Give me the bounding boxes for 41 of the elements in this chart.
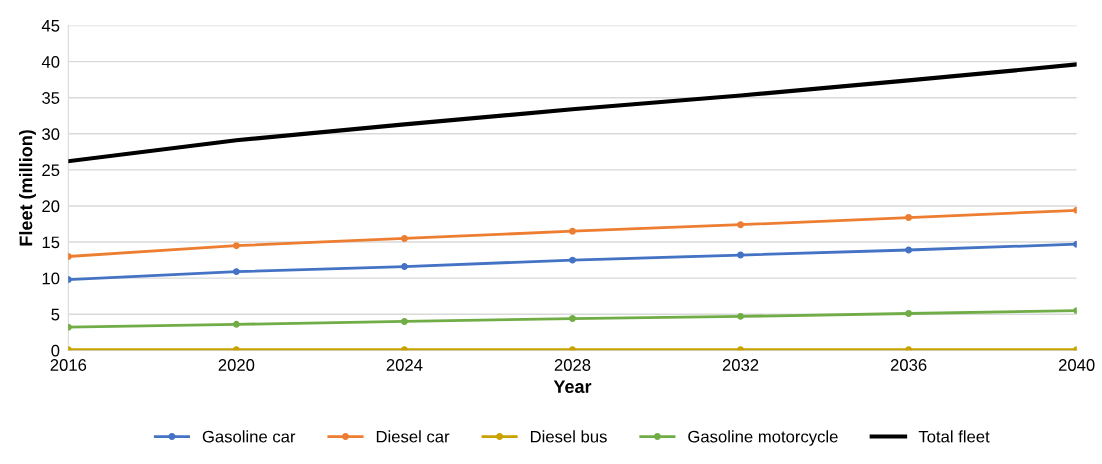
point: [400, 263, 408, 271]
legend-label: Gasoline car: [202, 430, 296, 443]
y-tick-label: 30: [42, 128, 60, 140]
point: [905, 246, 913, 254]
point: [232, 268, 240, 276]
legend-label: Diesel bus: [530, 430, 607, 443]
x-tick-label: 2020: [218, 359, 255, 371]
y-tick-label: 35: [42, 92, 60, 104]
legend-label: Diesel car: [376, 430, 450, 443]
y-tick-label: 15: [42, 236, 60, 249]
point: [400, 234, 408, 242]
x-tick-label: 2028: [554, 359, 591, 371]
x-axis-title: Year: [553, 380, 592, 394]
y-tick-label: 5: [51, 308, 60, 321]
y-tick-label: 0: [51, 344, 60, 357]
point: [232, 242, 240, 250]
x-tick-label: 2040: [1058, 359, 1095, 371]
y-tick-label: 45: [41, 20, 60, 32]
y-tick-label: 10: [42, 272, 60, 285]
x-tick-label: 2024: [386, 359, 423, 371]
legend-label: Gasoline motorcycle: [688, 430, 838, 446]
y-axis-title: Fleet (million): [19, 130, 36, 246]
point: [569, 256, 576, 264]
legend-label: Total fleet: [918, 430, 990, 443]
x-tick-label: 2016: [50, 359, 87, 371]
point: [737, 221, 745, 229]
point: [905, 310, 913, 317]
point: [737, 251, 745, 259]
point: [905, 214, 913, 221]
x-tick-label: 2036: [890, 359, 927, 371]
point: [400, 317, 408, 325]
x-tick-label: 2032: [722, 359, 759, 371]
point: [569, 315, 576, 323]
point: [569, 227, 576, 235]
y-tick-label: 40: [41, 56, 60, 68]
point: [569, 346, 576, 351]
point: [232, 320, 240, 328]
y-tick-label: 20: [42, 200, 60, 213]
point: [737, 312, 745, 320]
line-series: [68, 62, 1077, 164]
y-tick-label: 25: [42, 164, 60, 177]
